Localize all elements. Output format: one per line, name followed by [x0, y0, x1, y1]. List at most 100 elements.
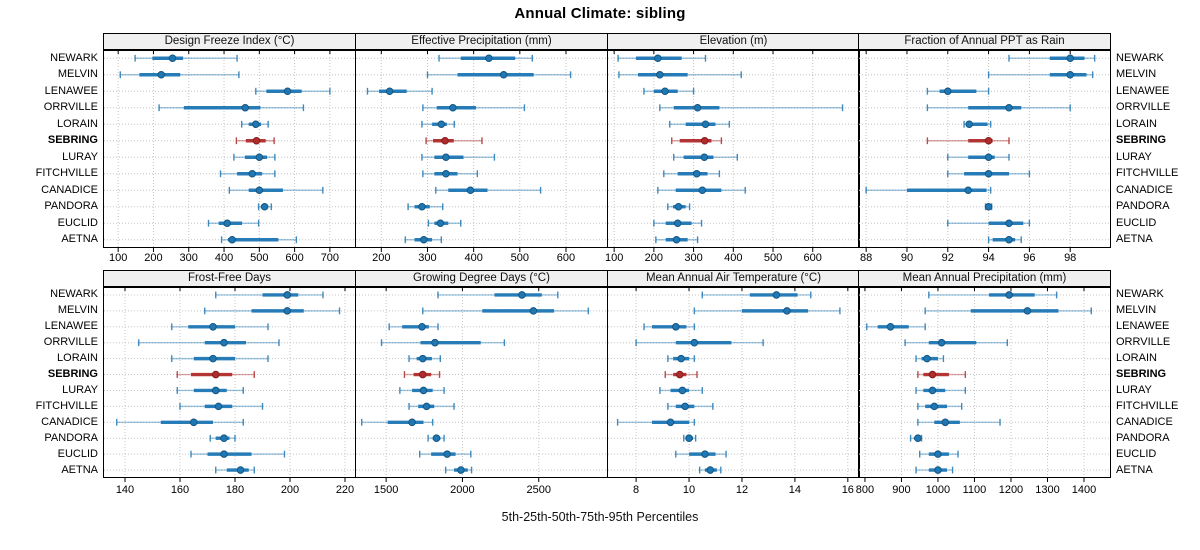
interval-row — [190, 450, 286, 458]
interval-row — [947, 219, 1031, 228]
interval-row — [1008, 54, 1096, 63]
panel — [355, 50, 608, 252]
site-label-right: MELVIN — [1116, 304, 1157, 317]
x-tick-label: 88 — [860, 252, 873, 264]
site-label-left: LURAY — [62, 383, 98, 396]
median-dot — [675, 370, 684, 379]
x-tick-label: 10 — [682, 484, 696, 496]
median-dot — [937, 338, 946, 347]
interval-row — [408, 402, 455, 411]
median-dot — [690, 338, 699, 347]
x-tick-label: 200 — [372, 252, 391, 264]
x-tick-label: 8 — [633, 484, 640, 496]
site-label-left: LENAWEE — [44, 84, 98, 97]
median-dot — [211, 370, 220, 379]
interval-row — [915, 386, 967, 395]
median-dot — [236, 466, 245, 474]
site-label-left: CANADICE — [41, 415, 98, 428]
x-tick-label: 1000 — [925, 484, 951, 496]
median-dot — [984, 153, 993, 162]
interval-row — [422, 307, 590, 315]
interval-row — [407, 202, 444, 211]
median-dot — [485, 54, 493, 63]
site-label-right: ORRVILLE — [1116, 336, 1171, 349]
panel-canvas — [607, 287, 860, 482]
interval-row — [435, 186, 542, 195]
site-label-left: LORAIN — [57, 117, 98, 130]
site-label-right: AETNA — [1116, 463, 1153, 476]
median-dot — [701, 450, 709, 458]
site-label-right: FITCHVILLE — [1116, 167, 1179, 180]
median-dot — [692, 169, 701, 178]
median-dot — [283, 87, 292, 96]
interval-row — [963, 120, 992, 129]
median-dot — [220, 434, 228, 443]
median-dot — [220, 338, 228, 347]
median-dot — [223, 219, 232, 228]
interval-row — [215, 291, 324, 299]
site-label-right: EUCLID — [1116, 447, 1157, 460]
site-label-right: PANDORA — [1116, 200, 1170, 213]
median-dot — [248, 169, 257, 178]
interval-row — [616, 418, 696, 427]
x-tick-label: 1100 — [962, 484, 987, 496]
interval-row — [669, 120, 731, 129]
panel-header: Fraction of Annual PPT as Rain — [858, 33, 1111, 50]
interval-row — [421, 153, 496, 162]
interval-row — [138, 338, 280, 347]
median-dot — [934, 450, 942, 458]
panel-header: Growing Degree Days (°C) — [355, 270, 608, 287]
site-label-right: NEWARK — [1116, 51, 1164, 64]
site-label-right: FITCHVILLE — [1116, 399, 1179, 412]
interval-row — [171, 322, 269, 331]
median-dot — [283, 291, 292, 299]
interval-row — [209, 434, 236, 443]
interval-row — [204, 307, 341, 315]
interval-row — [426, 70, 572, 79]
interval-row — [207, 219, 260, 228]
interval-row-highlight — [235, 136, 275, 145]
x-tick-label: 92 — [941, 252, 954, 264]
x-tick-label: 180 — [225, 484, 245, 496]
median-dot — [661, 87, 669, 96]
median-dot — [772, 291, 781, 299]
median-dot — [681, 402, 689, 411]
site-label-left: LURAY — [62, 150, 98, 163]
x-tick-label: 90 — [900, 252, 914, 264]
median-dot — [1023, 307, 1032, 315]
interval-row — [987, 70, 1094, 79]
x-tick-label: 200 — [280, 484, 300, 496]
median-dot — [422, 402, 431, 411]
median-dot — [443, 450, 451, 458]
median-dot — [656, 70, 664, 79]
interval-row — [926, 87, 990, 96]
site-label-right: MELVIN — [1116, 68, 1157, 81]
interval-row — [909, 434, 923, 443]
interval-row — [404, 235, 443, 244]
interval-row — [228, 186, 324, 195]
median-dot — [672, 322, 680, 331]
median-dot — [418, 202, 426, 211]
interval-row — [361, 418, 434, 427]
panel-header: Design Freeze Index (°C) — [103, 33, 356, 50]
x-tick-label: 400 — [214, 252, 234, 264]
x-tick-label: 1200 — [998, 484, 1024, 496]
panel-canvas — [355, 50, 608, 252]
x-tick-label: 600 — [285, 252, 304, 264]
interval-row — [917, 402, 963, 411]
site-label-left: SEBRING — [47, 368, 98, 381]
interval-row — [617, 54, 707, 63]
x-tick-label: 300 — [418, 252, 437, 264]
interval-row — [698, 466, 722, 474]
median-dot — [698, 186, 707, 195]
median-dot — [943, 87, 952, 96]
x-tick-label: 140 — [115, 484, 135, 496]
interval-row-highlight — [664, 370, 698, 379]
site-label-left: ORRVILLE — [43, 101, 98, 114]
panel-header: Effective Precipitation (mm) — [355, 33, 608, 50]
panel-canvas — [858, 287, 1111, 482]
panel-header: Mean Annual Precipitation (mm) — [858, 270, 1111, 287]
interval-row-highlight — [917, 370, 967, 379]
median-dot — [449, 103, 457, 112]
x-tick-label: 500 — [250, 252, 269, 264]
